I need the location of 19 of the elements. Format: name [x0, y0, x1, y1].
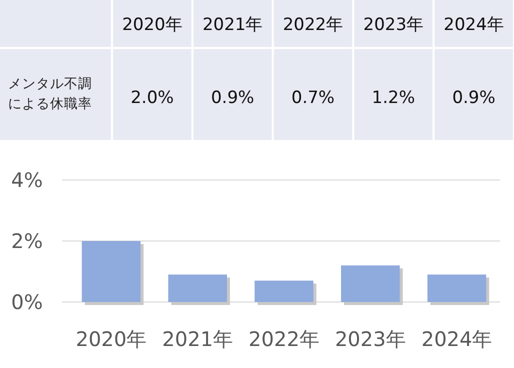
x-tick-label: 2020年	[76, 327, 147, 351]
data-label: 0.7%	[291, 88, 335, 108]
category-label: 2021年	[202, 15, 263, 35]
data-label: 1.2%	[372, 88, 415, 108]
data-label: 2.0%	[130, 88, 174, 108]
data-label: 0.9%	[211, 88, 254, 108]
data-label: 0.9%	[452, 88, 496, 108]
category-label: 2020年	[122, 15, 182, 35]
x-tick-label: 2022年	[248, 327, 320, 351]
text: メンタル不調による休職率	[8, 76, 92, 112]
category-label: 2022年	[282, 15, 344, 35]
x-tick-label: 2021年	[162, 327, 234, 351]
category-label: 2024年	[444, 15, 504, 35]
x-tick-label: 2024年	[421, 327, 492, 351]
y-tick-label: 4%	[11, 168, 43, 192]
y-tick-label: 2%	[11, 229, 43, 253]
x-tick-label: 2023年	[334, 327, 406, 351]
category-label: 2023年	[363, 15, 424, 35]
y-tick-label: 0%	[11, 290, 43, 314]
